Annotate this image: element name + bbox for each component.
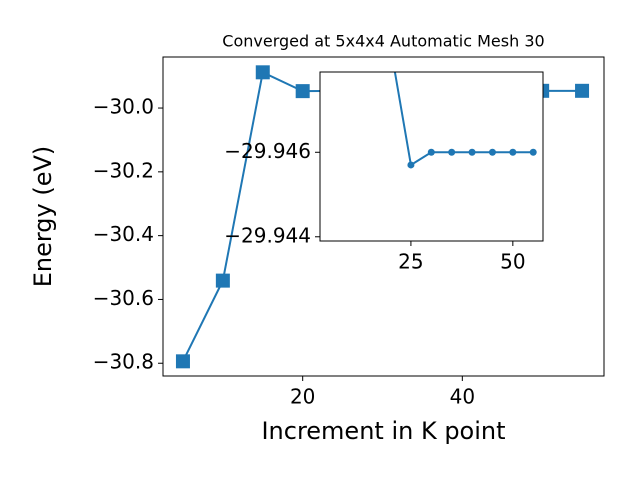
y-tick-label: −30.0 bbox=[93, 95, 154, 119]
marker bbox=[529, 148, 537, 156]
axes-frame bbox=[162, 56, 605, 377]
marker bbox=[509, 148, 517, 156]
y-tick-label: −30.6 bbox=[93, 286, 154, 310]
plot-area bbox=[320, 72, 543, 241]
x-tick-label: 25 bbox=[398, 250, 423, 274]
x-axis-label: Increment in K point bbox=[261, 417, 505, 445]
x-tick-label: 40 bbox=[450, 385, 475, 409]
y-tick-label: −30.8 bbox=[93, 350, 154, 374]
y-tick-label: −30.4 bbox=[93, 222, 154, 246]
marker bbox=[575, 83, 590, 98]
marker bbox=[215, 273, 230, 288]
y-tick-label: −29.946 bbox=[224, 139, 311, 163]
marker bbox=[488, 148, 496, 156]
y-tick-label: −30.2 bbox=[93, 158, 154, 182]
marker bbox=[407, 161, 415, 169]
y-tick-label: −29.944 bbox=[224, 223, 311, 247]
y-axis-label: Energy (eV) bbox=[29, 146, 57, 288]
marker bbox=[255, 65, 270, 80]
chart-title: Converged at 5x4x4 Automatic Mesh 30 bbox=[222, 32, 544, 51]
marker bbox=[448, 148, 456, 156]
marker bbox=[175, 354, 190, 369]
marker bbox=[427, 148, 435, 156]
series bbox=[393, 72, 537, 169]
x-tick-label: 50 bbox=[500, 250, 525, 274]
x-tick-label: 20 bbox=[290, 385, 315, 409]
axes-frame bbox=[319, 71, 544, 242]
marker bbox=[295, 84, 310, 99]
marker bbox=[468, 148, 476, 156]
